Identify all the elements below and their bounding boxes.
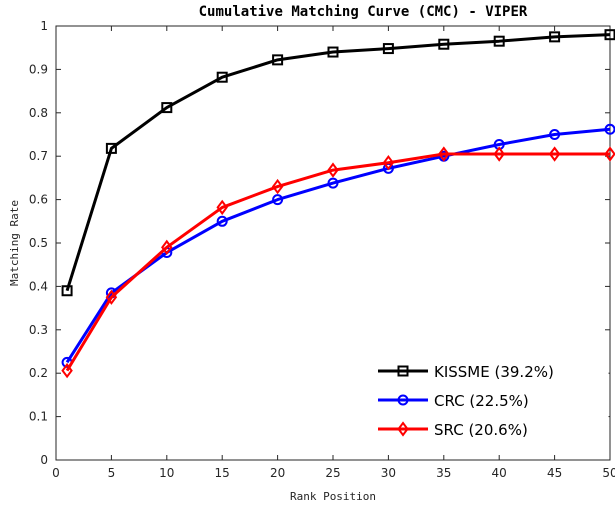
y-tick-label: 1 xyxy=(40,19,48,33)
data-point xyxy=(271,178,284,195)
x-tick-label: 0 xyxy=(52,466,60,480)
data-point xyxy=(604,146,615,162)
plot-area: 0 5 10 15 20 25 30 35 40 45 50 0 0.1 0.2 0.3 0.4 0.5 0.6 0… xyxy=(29,19,615,480)
y-tick-label: 0 xyxy=(40,453,48,467)
x-tick-label: 20 xyxy=(270,466,285,480)
chart-title: Cumulative Matching Curve (CMC) - VIPER xyxy=(199,4,528,20)
data-point xyxy=(61,285,73,297)
y-tick-label: 0.5 xyxy=(29,236,48,250)
data-point xyxy=(161,239,173,256)
series-line xyxy=(65,33,611,292)
legend-entry-0: KISSME (39.2%) xyxy=(378,363,554,381)
data-point xyxy=(549,31,561,43)
x-tick-label: 10 xyxy=(159,466,174,480)
legend-box xyxy=(371,351,609,453)
legend-marker xyxy=(397,421,409,437)
x-tick-label: 25 xyxy=(325,466,340,480)
data-point xyxy=(382,155,395,171)
data-point xyxy=(61,362,73,379)
data-point xyxy=(105,142,117,154)
series-2 xyxy=(61,146,615,379)
data-point xyxy=(493,146,505,162)
x-tick-label: 35 xyxy=(436,466,451,480)
y-tick-label: 0.2 xyxy=(29,366,48,380)
y-tick-label: 0.6 xyxy=(29,193,48,207)
legend-marker xyxy=(397,394,409,406)
x-tick-label: 15 xyxy=(215,466,230,480)
y-tick-label: 0.7 xyxy=(29,149,48,163)
x-tick-label: 40 xyxy=(492,466,507,480)
y-tick-label: 0.1 xyxy=(29,410,48,424)
x-tick-label: 5 xyxy=(108,466,116,480)
data-point xyxy=(216,215,228,227)
legend-label: KISSME (39.2%) xyxy=(434,363,554,381)
x-tick-label: 30 xyxy=(381,466,396,480)
data-point xyxy=(216,199,228,216)
series-line xyxy=(65,127,611,364)
series-line xyxy=(65,152,610,372)
y-tick-label: 0.9 xyxy=(29,62,48,76)
data-point xyxy=(327,46,339,58)
y-tick-label: 0.8 xyxy=(29,106,48,120)
data-point xyxy=(105,289,118,305)
y-axis-label: Matching Rate xyxy=(8,200,21,286)
data-point xyxy=(327,177,339,189)
series-0 xyxy=(61,29,615,297)
data-point xyxy=(327,162,339,178)
legend-label: SRC (20.6%) xyxy=(434,421,528,439)
data-point xyxy=(438,38,450,50)
x-tick-label: 50 xyxy=(602,466,615,480)
data-point xyxy=(272,54,284,66)
y-tick-label: 0.3 xyxy=(29,323,48,337)
legend: KISSME (39.2%) CRC (22.5%) SRC (20.6%) xyxy=(371,351,609,453)
legend-marker xyxy=(397,365,409,377)
data-point xyxy=(493,35,505,47)
data-point xyxy=(382,43,394,55)
data-point xyxy=(161,102,173,114)
legend-entry-2: SRC (20.6%) xyxy=(378,421,528,439)
data-point xyxy=(549,129,561,140)
data-point xyxy=(216,71,228,83)
y-tick-label: 0.4 xyxy=(29,279,48,293)
legend-entry-1: CRC (22.5%) xyxy=(378,392,529,410)
x-tick-label: 45 xyxy=(547,466,562,480)
data-point xyxy=(272,194,284,206)
legend-label: CRC (22.5%) xyxy=(434,392,529,410)
data-point xyxy=(438,146,450,162)
data-point xyxy=(548,146,561,162)
x-axis-label: Rank Position xyxy=(290,490,376,503)
